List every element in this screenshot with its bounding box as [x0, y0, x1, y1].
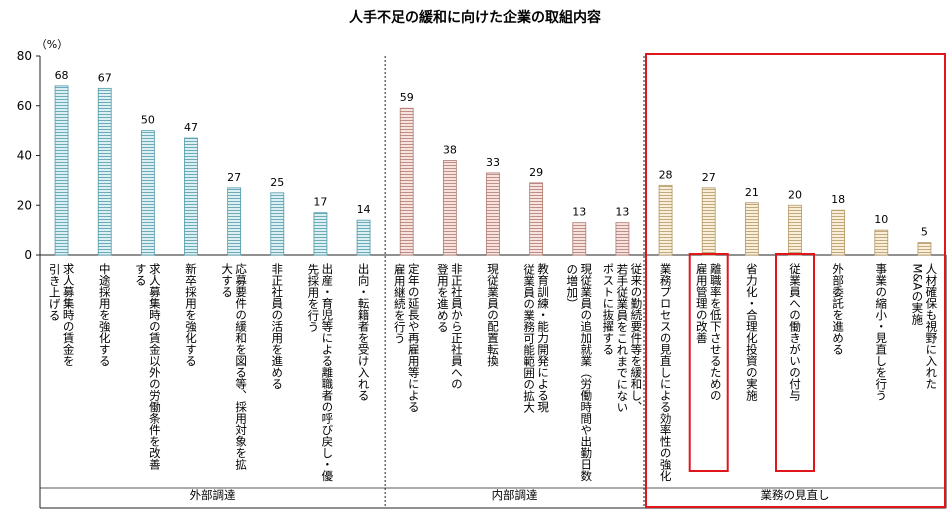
y-tick-label: 40	[17, 149, 32, 163]
group-label: 内部調達	[492, 488, 538, 502]
category-label: 省力化・合理化投資の実施	[745, 263, 759, 402]
value-label: 18	[831, 193, 845, 206]
group-label: 業務の見直し	[761, 488, 830, 502]
y-tick-label: 80	[17, 49, 32, 63]
value-label: 28	[659, 168, 673, 181]
bar	[184, 137, 198, 256]
category-label: 中途採用を強化する	[98, 263, 112, 367]
highlight-box-group	[645, 53, 946, 508]
y-tick-label: 60	[17, 99, 32, 113]
value-label: 5	[921, 226, 928, 239]
value-label: 14	[357, 203, 371, 216]
value-label: 21	[745, 186, 759, 199]
category-label: 定年の延長や再雇用等による雇用継続を行う	[393, 262, 421, 412]
bar	[486, 172, 500, 256]
bar	[227, 187, 242, 256]
value-label: 59	[400, 91, 414, 104]
value-label: 27	[702, 171, 716, 184]
category-label: 新卒採用を強化する	[184, 262, 198, 366]
value-label: 47	[184, 121, 198, 134]
value-label: 33	[486, 156, 500, 169]
category-label: 教育訓練・能力開発による現従業員の業務可能範囲の拡大	[522, 262, 550, 413]
category-label: 非正社員から正社員への登用を進める	[436, 262, 464, 389]
bar	[701, 187, 716, 256]
bar	[572, 222, 587, 256]
bar	[442, 160, 457, 256]
category-label: 求人募集時の賃金以外の労働条件を改善する	[134, 263, 162, 471]
category-label: 外部委託を進める	[831, 263, 845, 355]
bar	[313, 212, 328, 256]
category-label: 求人募集時の賃金を引き上げる	[48, 262, 76, 366]
bar	[917, 242, 932, 256]
category-label: 業務プロセスの見直しによる効率性の強化	[659, 263, 673, 482]
bar	[140, 130, 155, 256]
highlight-box-category	[688, 253, 729, 472]
bar	[658, 184, 673, 256]
group-label: 外部調達	[190, 488, 236, 502]
value-label: 13	[572, 206, 586, 219]
highlight-box-category	[775, 253, 815, 472]
bar	[615, 222, 630, 256]
category-label: 現従業員の配置転換	[486, 263, 500, 367]
value-label: 67	[98, 71, 112, 84]
category-label: 人材確保も視野に入れたM&Aの実施	[910, 263, 938, 390]
bar	[874, 229, 889, 256]
category-label: 出産・育児等による離職者の呼び戻し・優先採用を行う	[306, 262, 334, 482]
bar	[54, 85, 69, 256]
category-label: 応募要件の緩和を図る等、採用対象を拡大する	[220, 262, 248, 471]
value-label: 68	[55, 69, 69, 82]
value-label: 38	[443, 143, 457, 156]
value-label: 10	[874, 213, 888, 226]
category-label: 現従業員の追加就業（労働時間や出勤日数の増加）	[565, 263, 593, 482]
value-label: 20	[788, 188, 802, 201]
value-label: 27	[227, 171, 241, 184]
category-label: 離職率を低下させるための雇用管理の改善	[695, 262, 723, 401]
bar	[744, 202, 759, 256]
category-label: 従業員への働きがいの付与	[788, 263, 802, 401]
bar	[356, 219, 371, 256]
value-label: 50	[141, 114, 155, 127]
bar	[529, 182, 544, 256]
value-label: 25	[270, 176, 284, 189]
bar	[97, 87, 112, 256]
category-label: 従来の勤続要件等を緩和し、若手従業員をこれまでにないポストに抜擢する	[601, 263, 643, 413]
value-label: 13	[615, 206, 629, 219]
y-tick-label: 20	[17, 198, 32, 212]
y-axis-unit: （%）	[36, 38, 68, 51]
category-label: 事業の縮小・見直しを行う	[874, 263, 888, 401]
bar	[831, 209, 846, 256]
bar	[399, 107, 414, 256]
value-label: 17	[313, 196, 327, 209]
y-tick-label: 0	[24, 248, 32, 262]
bar	[270, 192, 285, 256]
category-label: 出向・転籍者を受け入れる	[357, 262, 371, 401]
chart-title: 人手不足の緩和に向けた企業の取組内容	[349, 9, 601, 26]
bar	[788, 204, 802, 256]
value-label: 29	[529, 166, 543, 179]
category-label: 非正社員の活用を進める	[270, 263, 284, 390]
